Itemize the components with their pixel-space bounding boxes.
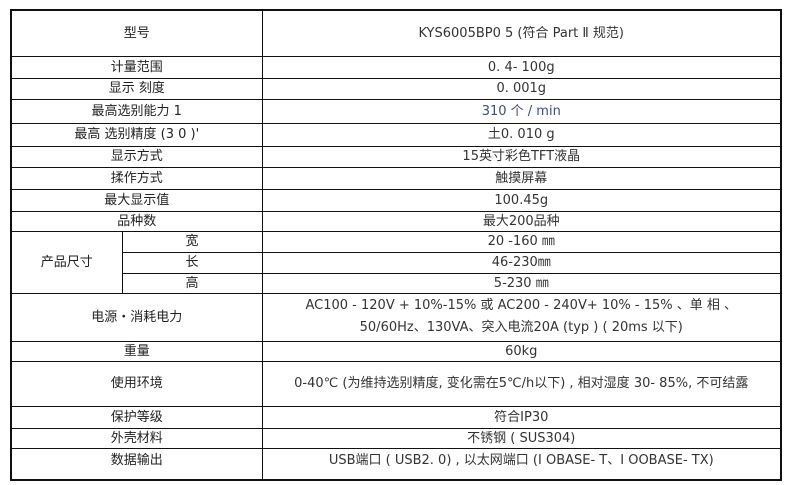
power-label: 电源・消耗电力 xyxy=(10,292,263,342)
dimension-label: 高 xyxy=(121,272,263,294)
row-value: 0-40℃ (为维持选别精度, 变化需在5℃/h以下) , 相对湿度 30- 8… xyxy=(261,360,782,407)
row-value: 符合IP30 xyxy=(261,405,782,429)
table-row: 数据输出 USB端口 ( USB2. 0) , 以太网端口 (I OBASE- T… xyxy=(10,447,782,481)
table-row: 高 5-230 ㎜ xyxy=(11,272,782,294)
model-value: KYS6005BP0 5 (符合 Part Ⅱ 规范) xyxy=(261,9,782,57)
table-row: 显示方式 15英寸彩色TFT液晶 xyxy=(10,145,782,168)
table-row: 长 46-230㎜ xyxy=(11,251,782,274)
row-value: 土0. 010 g xyxy=(261,122,782,147)
row-value: USB端口 ( USB2. 0) , 以太网端口 (I OBASE- T、I O… xyxy=(261,447,782,481)
table-row: 产品尺寸 宽 20 -160 ㎜ xyxy=(10,230,782,294)
row-value: 15英寸彩色TFT液晶 xyxy=(261,145,782,168)
table-row: 计量范围 0. 4- 100g xyxy=(10,55,782,79)
row-label: 使用环境 xyxy=(10,360,263,407)
dimension-label: 宽 xyxy=(121,230,263,253)
table-row: 显示 刻度 0. 001g xyxy=(10,77,782,100)
row-label: 最高 选别精度 (3 0 )' xyxy=(10,122,263,147)
table-row: 电源・消耗电力 AC100 - 120V + 10%-15% 或 AC200 -… xyxy=(10,292,782,342)
table-row: 使用环境 0-40℃ (为维持选别精度, 变化需在5℃/h以下) , 相对湿度 3… xyxy=(10,360,782,407)
dimensions-label: 产品尺寸 xyxy=(10,230,123,294)
row-label: 外壳材料 xyxy=(10,427,263,449)
table-row: 外壳材料 不锈钢 ( SUS304) xyxy=(10,427,782,449)
row-label: 揉作方式 xyxy=(10,166,263,190)
dimension-value: 46-230㎜ xyxy=(261,251,782,274)
row-value: 最大200品种 xyxy=(261,210,782,232)
row-label: 最大显示值 xyxy=(10,188,263,212)
row-value: 不锈钢 ( SUS304) xyxy=(261,427,782,449)
table-row: 最高选别能力 1 310 个 / min xyxy=(10,98,782,124)
table-row: 揉作方式 触摸屏幕 xyxy=(10,166,782,190)
table-row: 重量 60kg xyxy=(10,340,782,362)
row-label: 数据输出 xyxy=(10,447,263,481)
row-value: 触摸屏幕 xyxy=(261,166,782,190)
table-row: 品种数 最大200品种 xyxy=(10,210,782,232)
row-label: 显示 刻度 xyxy=(10,77,263,100)
row-value: 0. 4- 100g xyxy=(261,55,782,79)
row-value: 60kg xyxy=(261,340,782,362)
row-label: 保护等级 xyxy=(10,405,263,429)
spec-table: 型号 KYS6005BP0 5 (符合 Part Ⅱ 规范) 计量范围 0. 4-… xyxy=(10,9,783,481)
row-label: 品种数 xyxy=(10,210,263,232)
power-line-1: AC100 - 120V + 10%-15% 或 AC200 - 240V+ 1… xyxy=(305,298,738,313)
dimension-label: 长 xyxy=(121,251,263,274)
model-label: 型号 xyxy=(10,9,263,57)
dimension-value: 5-230 ㎜ xyxy=(261,272,782,294)
table-row: 最高 选别精度 (3 0 )' 土0. 010 g xyxy=(10,122,782,147)
power-line-2: 50/60Hz、130VA、突入电流20A (typ ) ( 20ms 以下) xyxy=(359,320,683,335)
row-label: 显示方式 xyxy=(10,145,263,168)
table-row: 型号 KYS6005BP0 5 (符合 Part Ⅱ 规范) xyxy=(10,9,782,57)
table-row: 最大显示值 100.45g xyxy=(10,188,782,212)
row-value: 310 个 / min xyxy=(261,98,782,124)
row-label: 计量范围 xyxy=(10,55,263,79)
row-value: 0. 001g xyxy=(261,77,782,100)
row-label: 重量 xyxy=(10,340,263,362)
dimension-value: 20 -160 ㎜ xyxy=(261,230,782,253)
power-value: AC100 - 120V + 10%-15% 或 AC200 - 240V+ 1… xyxy=(261,292,782,342)
table-row: 保护等级 符合IP30 xyxy=(10,405,782,429)
row-value: 100.45g xyxy=(261,188,782,212)
row-label: 最高选别能力 1 xyxy=(10,98,263,124)
